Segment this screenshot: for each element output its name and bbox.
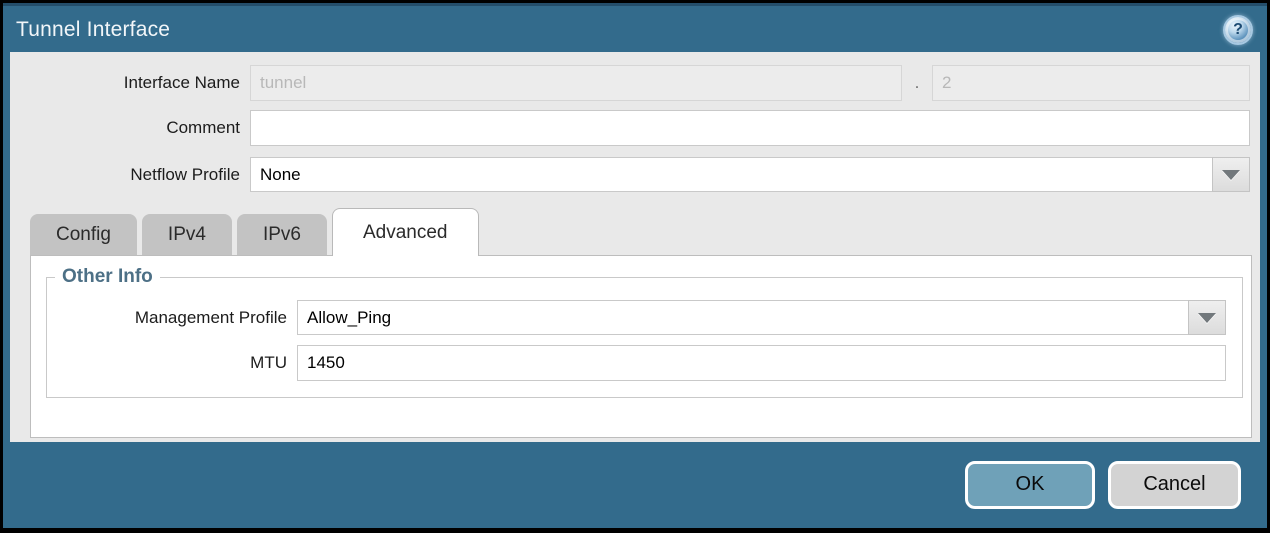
netflow-profile-dropdown-button[interactable]	[1212, 157, 1250, 192]
netflow-profile-value: None	[250, 157, 1212, 192]
other-info-fieldset: Other Info Management Profile Allow_Ping…	[46, 266, 1243, 398]
interface-name-label: Interface Name	[123, 73, 240, 92]
netflow-profile-row: Netflow Profile None	[10, 157, 1260, 192]
management-profile-dropdown-button[interactable]	[1188, 300, 1226, 335]
chevron-down-icon	[1198, 312, 1216, 323]
dialog-content: Interface Name . Comment Netflow Profile…	[10, 52, 1260, 442]
interface-name-input	[250, 65, 902, 101]
comment-label: Comment	[166, 118, 240, 137]
dialog-title: Tunnel Interface	[16, 17, 171, 41]
help-glyph: ?	[1233, 20, 1243, 38]
netflow-profile-label: Netflow Profile	[130, 164, 240, 184]
interface-unit-input	[932, 65, 1250, 101]
ok-button[interactable]: OK	[965, 460, 1095, 509]
netflow-profile-dropdown[interactable]: None	[250, 157, 1250, 192]
mtu-input[interactable]	[297, 345, 1226, 381]
mtu-row: MTU	[47, 345, 1226, 381]
chevron-down-icon	[1222, 169, 1240, 180]
tunnel-interface-dialog: Tunnel Interface ? Interface Name . Comm…	[3, 3, 1267, 528]
management-profile-dropdown[interactable]: Allow_Ping	[297, 300, 1226, 335]
interface-name-row: Interface Name .	[10, 65, 1260, 101]
tab-advanced[interactable]: Advanced	[331, 208, 479, 256]
tab-strip: Config IPv4 IPv6 Advanced	[30, 208, 1260, 256]
other-info-legend: Other Info	[62, 266, 153, 287]
comment-input[interactable]	[250, 110, 1250, 146]
management-profile-label: Management Profile	[134, 307, 287, 327]
advanced-tab-panel: Other Info Management Profile Allow_Ping…	[30, 255, 1252, 438]
dialog-titlebar: Tunnel Interface ?	[3, 3, 1267, 52]
dialog-footer: OK Cancel	[3, 442, 1267, 527]
tab-ipv4[interactable]: IPv4	[141, 214, 232, 256]
cancel-button[interactable]: Cancel	[1108, 460, 1241, 509]
mtu-label: MTU	[250, 353, 287, 372]
interface-name-separator: .	[914, 73, 920, 92]
management-profile-row: Management Profile Allow_Ping	[47, 300, 1226, 335]
tab-config[interactable]: Config	[30, 214, 137, 256]
comment-row: Comment	[10, 110, 1260, 146]
management-profile-value: Allow_Ping	[297, 300, 1188, 335]
tab-ipv6[interactable]: IPv6	[236, 214, 327, 256]
help-icon[interactable]: ?	[1223, 14, 1253, 45]
